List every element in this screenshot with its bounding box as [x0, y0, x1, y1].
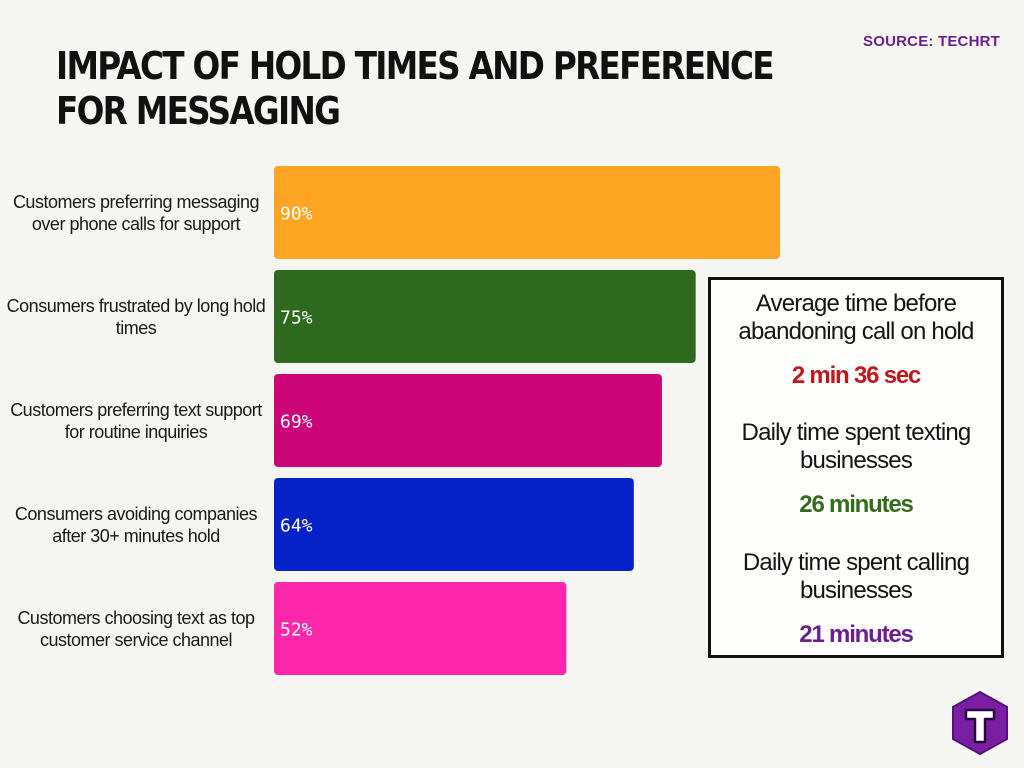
- title-line-1: IMPACT OF HOLD TIMES AND PREFERENCE: [56, 44, 775, 88]
- bar-category-label: Customers choosing text as top customer …: [17, 607, 255, 650]
- stats-panel: Average time before abandoning call on h…: [708, 277, 1004, 658]
- bar-value-label: 64%: [280, 516, 313, 537]
- bar: [274, 270, 696, 363]
- stat-value: 26 minutes: [799, 491, 914, 518]
- page-title: IMPACT OF HOLD TIMES AND PREFERENCE FOR …: [56, 44, 775, 134]
- bar-category-label: Consumers avoiding companies after 30+ m…: [14, 503, 258, 546]
- bar-value-label: 69%: [280, 412, 313, 433]
- stat-label: Daily time spent texting businesses: [741, 419, 972, 474]
- bar-value-label: 90%: [280, 204, 313, 225]
- bar-value-label: 52%: [280, 620, 313, 641]
- bar: [274, 582, 567, 675]
- stat-value: 21 minutes: [799, 621, 914, 648]
- bar-category-label: Customers preferring text support for ro…: [10, 399, 262, 442]
- stat-abandon-time: Average time before abandoning call on h…: [711, 290, 1001, 390]
- bar-value-label: 75%: [280, 308, 313, 329]
- bar-category-label: Consumers frustrated by long hold times: [6, 295, 266, 338]
- bar: [274, 166, 780, 259]
- bar-category-label: Customers preferring messaging over phon…: [12, 191, 260, 234]
- bar: [274, 478, 634, 571]
- t-hexagon-logo-icon: [952, 690, 1008, 756]
- stat-texting-time: Daily time spent texting businesses 26 m…: [711, 419, 1001, 519]
- stat-label: Average time before abandoning call on h…: [738, 290, 974, 345]
- stat-label: Daily time spent calling businesses: [742, 549, 970, 604]
- stat-calling-time: Daily time spent calling businesses 21 m…: [711, 549, 1001, 649]
- bar: [274, 374, 662, 467]
- source-label: SOURCE: TECHRT: [863, 33, 1000, 50]
- stat-value: 2 min 36 sec: [791, 362, 922, 389]
- title-line-2: FOR MESSAGING: [56, 89, 341, 133]
